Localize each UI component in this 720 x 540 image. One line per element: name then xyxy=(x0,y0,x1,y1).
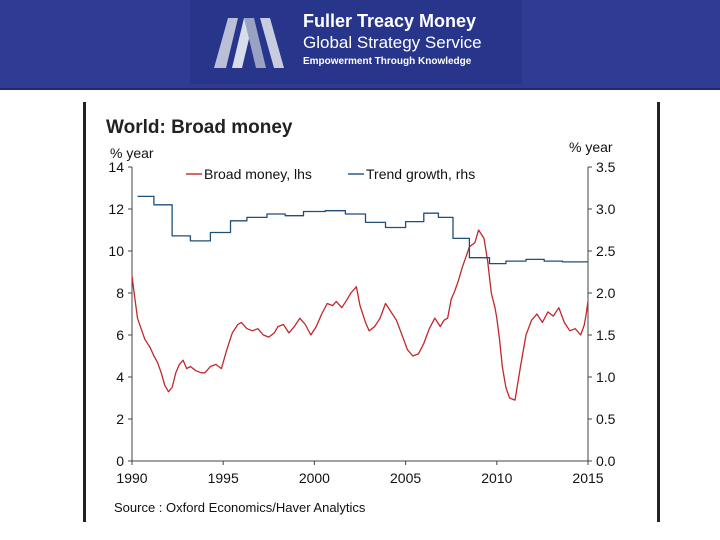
y-tick-label-left: 10 xyxy=(108,243,124,259)
x-tick-label: 2015 xyxy=(572,470,603,486)
y-tick-label-left: 4 xyxy=(116,369,124,385)
y-axis-label-right: % year xyxy=(569,139,613,155)
header-divider xyxy=(0,88,720,90)
slide-left-border xyxy=(83,102,86,522)
brand-subtitle: Global Strategy Service xyxy=(303,33,482,52)
legend-label-broad-money: Broad money, lhs xyxy=(204,166,312,182)
y-tick-label-left: 0 xyxy=(116,453,124,469)
y-tick-label-left: 14 xyxy=(108,159,124,175)
x-tick-label: 1990 xyxy=(116,470,147,486)
y-tick-label-right: 3.5 xyxy=(596,159,616,175)
chart-legend: Broad money, lhs Trend growth, rhs xyxy=(186,166,475,182)
x-tick-label: 2005 xyxy=(390,470,421,486)
mm-logo-icon xyxy=(214,18,284,68)
chart-title: World: Broad money xyxy=(106,117,293,138)
series-line-trend-growth xyxy=(137,195,588,265)
broad-money-chart: World: Broad money % year % year Broad m… xyxy=(106,117,616,486)
y-tick-label-right: 2.0 xyxy=(596,285,616,301)
x-tick-label: 2000 xyxy=(299,470,330,486)
y-tick-label-left: 2 xyxy=(116,411,124,427)
y-tick-label-right: 3.0 xyxy=(596,201,616,217)
legend-label-trend-growth: Trend growth, rhs xyxy=(366,166,475,182)
slide-right-border xyxy=(657,102,660,522)
y-tick-label-left: 8 xyxy=(116,285,124,301)
y-tick-label-left: 12 xyxy=(108,201,124,217)
y-axis-label-left: % year xyxy=(110,145,154,161)
brand-logo-box: Fuller Treacy Money Global Strategy Serv… xyxy=(190,0,522,84)
y-tick-label-right: 1.5 xyxy=(596,327,616,343)
y-tick-label-right: 1.0 xyxy=(596,369,616,385)
chart-source: Source : Oxford Economics/Haver Analytic… xyxy=(114,500,366,515)
series-line-broad-money xyxy=(131,229,589,401)
y-tick-label-left: 6 xyxy=(116,327,124,343)
x-tick-label: 2010 xyxy=(481,470,512,486)
brand-title: Fuller Treacy Money xyxy=(303,11,477,31)
brand-tagline: Empowerment Through Knowledge xyxy=(303,56,472,67)
y-tick-label-right: 0.5 xyxy=(596,411,616,427)
y-tick-label-right: 0.0 xyxy=(596,453,616,469)
y-tick-label-right: 2.5 xyxy=(596,243,616,259)
x-tick-label: 1995 xyxy=(208,470,239,486)
